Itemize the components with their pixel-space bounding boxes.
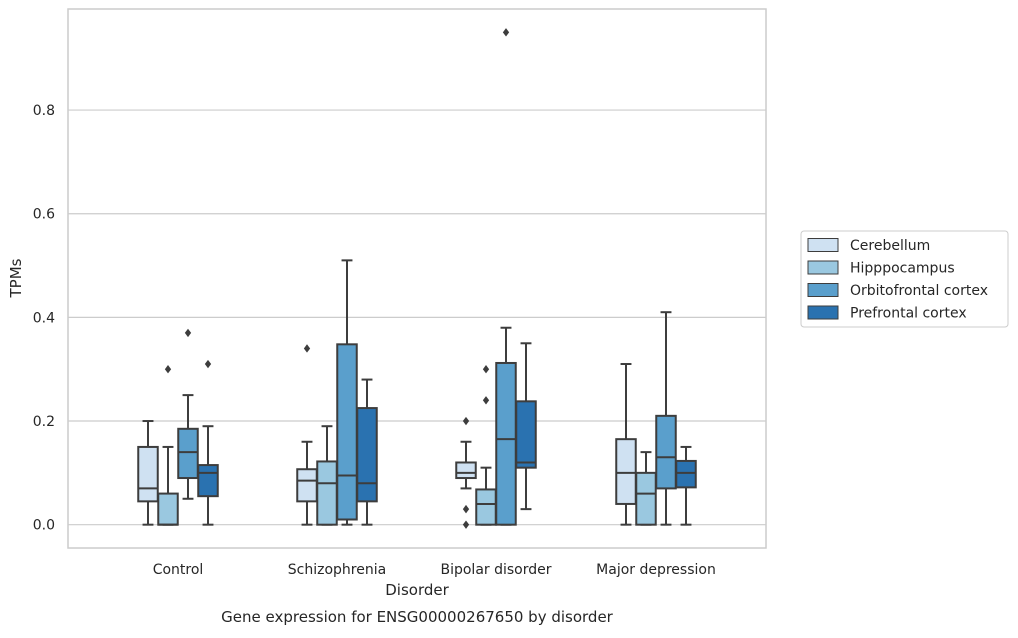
outlier-point: [164, 364, 172, 374]
y-tick-label: 0.0: [33, 518, 55, 534]
y-tick-label: 0.6: [33, 207, 55, 223]
legend-label: Orbitofrontal cortex: [850, 283, 988, 299]
box: [356, 407, 378, 503]
box-group: [197, 359, 219, 526]
box-group: [137, 420, 159, 526]
x-tick-label: Bipolar disorder: [440, 562, 551, 578]
outlier-point: [482, 364, 490, 374]
box-group: [475, 364, 497, 526]
box: [177, 427, 199, 480]
legend-frame: [800, 230, 1009, 328]
box-group: [336, 259, 358, 526]
y-tick-label: 0.4: [33, 310, 55, 326]
legend-swatch: [807, 305, 839, 320]
box: [475, 488, 497, 526]
x-tick-label: Schizophrenia: [288, 562, 386, 578]
box: [455, 461, 477, 480]
outlier-point: [482, 396, 490, 405]
box-group: [455, 416, 477, 529]
legend-swatch: [807, 238, 839, 252]
y-axis-title: TPMs: [7, 258, 25, 298]
box: [316, 460, 338, 526]
box: [336, 343, 358, 521]
box-group: [655, 311, 677, 526]
outlier-point: [303, 344, 311, 353]
box: [495, 361, 517, 526]
plot-frame: [67, 8, 767, 549]
box-group: [515, 342, 537, 511]
x-tick-label: Control: [153, 562, 204, 578]
box-group: [495, 28, 517, 526]
box-group: [316, 425, 338, 526]
legend-swatch: [807, 260, 839, 275]
box: [615, 438, 637, 505]
box-group: [296, 344, 318, 526]
outlier-point: [462, 520, 470, 529]
y-tick-label: 0.2: [33, 414, 55, 430]
box: [675, 459, 697, 489]
legend-swatch: [807, 283, 839, 297]
box: [655, 414, 677, 490]
box: [157, 492, 179, 526]
box: [197, 464, 219, 498]
box-group: [675, 445, 697, 526]
y-tick-label: 0.8: [33, 103, 55, 119]
box: [137, 445, 159, 503]
outlier-point: [184, 328, 192, 338]
box-group: [635, 451, 657, 526]
box: [635, 471, 657, 526]
box: [515, 400, 537, 469]
box-group: [177, 328, 199, 500]
x-axis-title: Disorder: [385, 581, 449, 599]
x-tick-label: Major depression: [596, 562, 716, 578]
outlier-point: [462, 504, 470, 514]
chart-caption: Gene expression for ENSG00000267650 by d…: [221, 608, 614, 626]
outlier-point: [462, 416, 470, 426]
box-layer: [137, 28, 697, 529]
legend-label: Hipppocampus: [850, 261, 955, 277]
legend-label: Cerebellum: [850, 238, 930, 254]
legend-label: Prefrontal cortex: [850, 306, 967, 322]
outlier-point: [502, 28, 510, 37]
y-tick-labels: 0.0 0.2 0.4 0.6 0.8: [33, 103, 55, 534]
x-tick-labels: Control Schizophrenia Bipolar disorder Majo…: [153, 562, 716, 578]
box-group: [356, 378, 378, 526]
box-group: [615, 363, 637, 526]
legend: Cerebellum Hipppocampus Orbitofrontal cort…: [800, 230, 1009, 328]
box-group: [157, 364, 179, 526]
outlier-point: [204, 359, 212, 369]
box: [296, 468, 318, 503]
